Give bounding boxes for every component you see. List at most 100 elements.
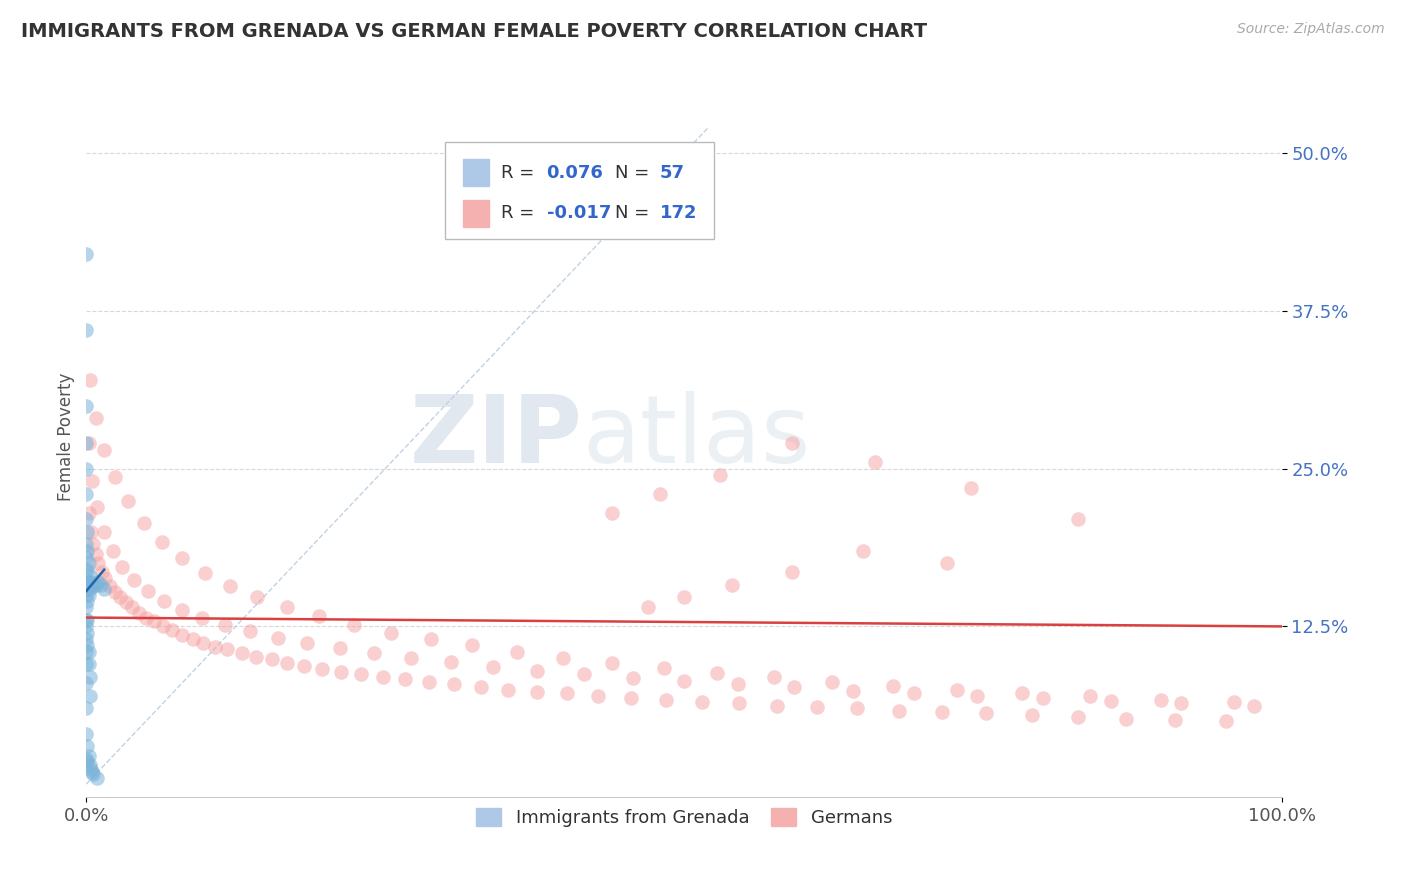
Point	[82, 767, 104, 781]
Point	[76, 575, 98, 590]
Text: R =: R =	[501, 164, 540, 182]
Point	[276, 656, 298, 670]
Point	[76, 543, 98, 558]
Point	[1067, 710, 1090, 724]
Point	[945, 682, 967, 697]
Point	[783, 680, 806, 694]
Point	[84, 411, 107, 425]
Point	[191, 610, 214, 624]
Point	[481, 660, 503, 674]
Point	[329, 640, 352, 655]
Point	[111, 560, 134, 574]
Point	[86, 500, 108, 514]
Text: IMMIGRANTS FROM GRENADA VS GERMAN FEMALE POVERTY CORRELATION CHART: IMMIGRANTS FROM GRENADA VS GERMAN FEMALE…	[21, 22, 927, 41]
Point	[652, 661, 675, 675]
Point	[77, 657, 100, 672]
Legend: Immigrants from Grenada, Germans: Immigrants from Grenada, Germans	[468, 801, 900, 835]
Point	[766, 698, 789, 713]
Point	[960, 481, 983, 495]
Point	[162, 624, 184, 638]
Point	[600, 506, 623, 520]
Point	[75, 582, 97, 596]
Point	[122, 573, 145, 587]
Point	[470, 680, 492, 694]
Point	[217, 642, 239, 657]
Point	[138, 584, 160, 599]
Point	[1032, 691, 1054, 706]
Text: -0.017: -0.017	[547, 204, 612, 222]
Point	[637, 600, 659, 615]
Point	[170, 628, 193, 642]
Point	[1099, 694, 1122, 708]
Point	[143, 615, 166, 629]
Point	[80, 575, 103, 590]
Point	[620, 691, 643, 706]
Point	[852, 543, 875, 558]
Point	[572, 667, 595, 681]
Point	[648, 487, 671, 501]
Point	[82, 764, 104, 779]
Point	[266, 631, 288, 645]
Point	[194, 566, 217, 581]
Point	[104, 585, 127, 599]
Point	[77, 575, 100, 590]
FancyBboxPatch shape	[463, 200, 489, 227]
Point	[706, 666, 728, 681]
Point	[80, 762, 103, 776]
Point	[75, 575, 97, 590]
Point	[526, 685, 548, 699]
Point	[586, 689, 609, 703]
Point	[75, 752, 97, 766]
Point	[77, 436, 100, 450]
Point	[505, 645, 527, 659]
Point	[709, 467, 731, 482]
Point	[600, 656, 623, 670]
Point	[77, 506, 100, 520]
Point	[1115, 712, 1137, 726]
Point	[79, 758, 101, 772]
Point	[231, 646, 253, 660]
Point	[76, 524, 98, 539]
Point	[87, 575, 110, 590]
Point	[931, 705, 953, 719]
Point	[214, 618, 236, 632]
Point	[104, 470, 127, 484]
Point	[75, 701, 97, 715]
Point	[75, 613, 97, 627]
Point	[246, 591, 269, 605]
Point	[76, 613, 98, 627]
Point	[780, 565, 803, 579]
Point	[903, 686, 925, 700]
Text: R =: R =	[501, 204, 540, 222]
Point	[311, 662, 333, 676]
Point	[443, 677, 465, 691]
Point	[371, 670, 394, 684]
Point	[82, 579, 104, 593]
Text: Source: ZipAtlas.com: Source: ZipAtlas.com	[1237, 22, 1385, 37]
Point	[170, 551, 193, 566]
Point	[806, 700, 828, 714]
Point	[75, 436, 97, 450]
Point	[79, 670, 101, 684]
Point	[75, 549, 97, 564]
Point	[1164, 713, 1187, 727]
Point	[76, 563, 98, 577]
Point	[672, 591, 695, 605]
Y-axis label: Female Poverty: Female Poverty	[58, 373, 75, 501]
FancyBboxPatch shape	[463, 160, 489, 186]
Point	[75, 487, 97, 501]
Point	[846, 701, 869, 715]
Point	[76, 582, 98, 596]
Text: atlas: atlas	[582, 391, 811, 483]
Text: 0.076: 0.076	[547, 164, 603, 182]
Point	[75, 537, 97, 551]
Point	[170, 603, 193, 617]
Point	[79, 373, 101, 387]
Point	[343, 618, 366, 632]
Point	[80, 524, 103, 539]
Point	[114, 595, 136, 609]
Text: 172: 172	[659, 204, 697, 222]
Point	[780, 436, 803, 450]
Point	[77, 749, 100, 764]
Point	[350, 667, 373, 681]
